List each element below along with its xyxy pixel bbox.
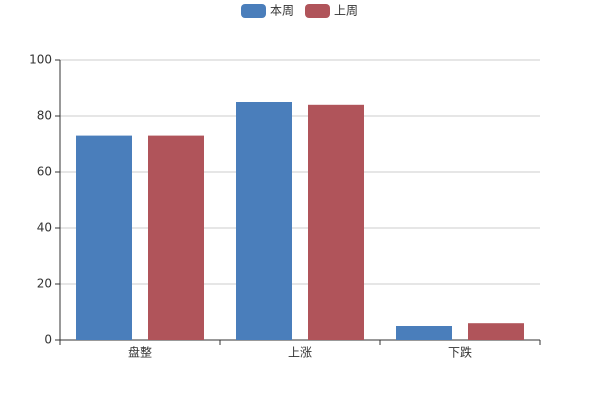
legend-label: 本周 (270, 4, 294, 18)
bar (396, 326, 452, 340)
bar (236, 102, 292, 340)
legend-label: 上周 (334, 4, 358, 18)
y-tick-label: 80 (37, 109, 52, 123)
y-tick-label: 20 (37, 277, 52, 291)
bar (76, 135, 132, 340)
bar (468, 323, 524, 340)
x-tick-label: 下跌 (448, 345, 472, 360)
x-tick-label: 盘整 (128, 345, 152, 360)
legend-swatch (305, 4, 330, 18)
bar (148, 135, 204, 340)
y-tick-label: 60 (37, 165, 52, 179)
y-tick-label: 0 (44, 333, 52, 347)
y-tick-label: 40 (37, 221, 52, 235)
y-tick-label: 100 (29, 53, 52, 67)
x-tick-label: 上涨 (288, 345, 312, 360)
legend-swatch (241, 4, 266, 18)
bar (308, 104, 364, 340)
